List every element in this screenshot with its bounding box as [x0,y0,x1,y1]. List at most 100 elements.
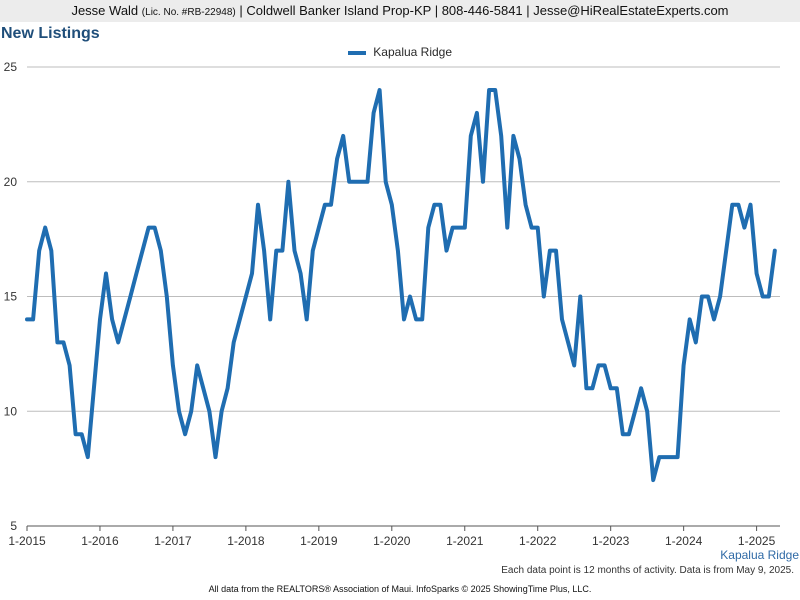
x-tick-label: 1-2024 [665,534,703,548]
agent-contact-details: | Coldwell Banker Island Prop-KP | 808-4… [239,3,729,18]
legend-swatch [347,50,366,55]
data-point [293,249,297,253]
data-point [548,249,552,253]
data-point [712,317,716,321]
data-point [86,455,90,459]
data-point [657,455,661,459]
data-point [469,134,473,138]
data-point [505,226,509,230]
x-tick-label: 1-2022 [519,534,557,548]
data-point [274,249,278,253]
data-point [189,409,193,413]
data-point [31,317,35,321]
data-point [62,340,66,344]
data-point [262,249,266,253]
y-tick-label: 25 [4,60,18,74]
data-point [49,249,53,253]
y-tick-label: 20 [4,175,18,189]
y-tick-label: 15 [4,290,18,304]
data-point [147,226,151,230]
data-point [688,317,692,321]
data-point [98,317,102,321]
series-selector-label[interactable]: Kapalua Ridge [720,548,799,562]
data-point [214,455,218,459]
data-point [621,432,625,436]
data-point [353,180,357,184]
data-point [457,226,461,230]
data-point [256,203,260,207]
data-point [128,295,132,299]
data-point [700,295,704,299]
data-point [141,249,145,253]
data-point [74,432,78,436]
copyright-footer: All data from the REALTORS® Association … [208,584,592,594]
chart-legend[interactable]: Kapalua Ridge [0,45,800,59]
data-point [536,226,540,230]
data-point [627,432,631,436]
data-point [68,363,72,367]
agent-name: Jesse Wald [71,3,139,18]
data-footnote: Each data point is 12 months of activity… [501,565,794,576]
data-point [560,317,564,321]
x-tick-label: 1-2025 [738,534,776,548]
data-point [396,249,400,253]
data-point [755,272,759,276]
data-point [305,317,309,321]
y-tick-label: 5 [10,519,17,533]
data-point [390,203,394,207]
data-point [651,478,655,482]
data-point [80,432,84,436]
data-point [499,134,503,138]
data-point [426,226,430,230]
data-point [359,180,363,184]
legend-label: Kapalua Ridge [373,45,453,59]
data-point [55,340,59,344]
data-point [110,317,114,321]
data-point [244,295,248,299]
data-point [572,363,576,367]
data-point [438,203,442,207]
data-point [347,180,351,184]
data-point [487,88,491,92]
data-point [341,134,345,138]
data-point [329,203,333,207]
series-line [25,88,777,483]
data-point [603,363,607,367]
data-point [639,386,643,390]
data-point [694,340,698,344]
data-point [207,409,211,413]
data-point [736,203,740,207]
data-point [578,295,582,299]
data-point [663,455,667,459]
data-point [134,272,138,276]
data-point [597,363,601,367]
data-point [25,317,29,321]
data-point [530,226,534,230]
data-point [238,317,242,321]
data-point [432,203,436,207]
data-point [682,363,686,367]
x-tick-label: 1-2023 [592,534,630,548]
data-point [226,386,230,390]
data-point [384,180,388,184]
data-point [773,249,777,253]
data-point [463,226,467,230]
data-point [518,157,522,161]
page-title: New Listings [1,25,100,42]
data-point [761,295,765,299]
data-point [749,203,753,207]
data-point [372,111,376,115]
data-point [378,88,382,92]
x-tick-label: 1-2017 [154,534,192,548]
data-point [183,432,187,436]
y-tick-label: 10 [4,404,18,418]
data-point [590,386,594,390]
data-point [92,386,96,390]
data-point [670,455,674,459]
data-point [286,180,290,184]
data-point [268,317,272,321]
data-point [159,249,163,253]
data-point [511,134,515,138]
data-point [767,295,771,299]
data-point [250,272,254,276]
